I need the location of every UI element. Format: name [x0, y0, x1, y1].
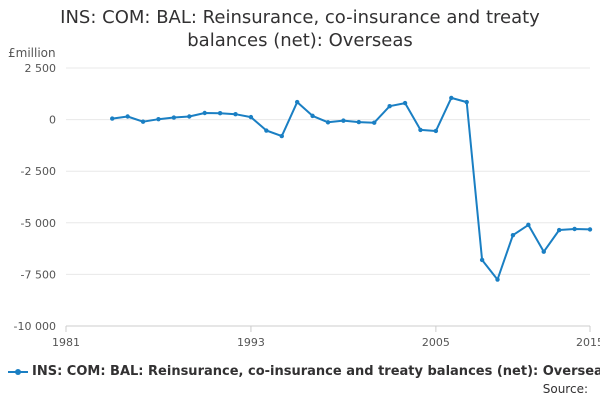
data-point [464, 99, 469, 105]
data-point [402, 100, 408, 106]
data-point [279, 133, 284, 139]
legend[interactable]: INS: COM: BAL: Reinsurance, co-insurance… [8, 364, 600, 379]
legend-label: INS: COM: BAL: Reinsurance, co-insurance… [32, 364, 600, 379]
y-tick-label: -7 500 [21, 268, 56, 281]
data-point [110, 116, 115, 121]
gridlines [66, 67, 590, 327]
y-tick-label: 2 500 [25, 62, 57, 75]
series [110, 95, 593, 282]
data-point [479, 257, 485, 263]
data-point [418, 127, 423, 133]
data-point [233, 112, 238, 117]
series-line [111, 96, 591, 281]
data-point [217, 111, 223, 116]
y-tick-label: -2 500 [21, 165, 56, 178]
x-tick-label: 2015 [576, 336, 600, 349]
chart-title-line-2: balances (net): Overseas [187, 30, 413, 51]
data-point [541, 249, 546, 254]
data-point [587, 227, 593, 232]
chart-title-line-1: INS: COM: BAL: Reinsurance, co-insurance… [60, 7, 540, 28]
data-point [248, 114, 254, 120]
data-point [325, 120, 331, 125]
data-point [156, 116, 161, 122]
data-point [310, 113, 315, 119]
data-point [171, 115, 177, 120]
data-point [264, 128, 269, 133]
axes: 2 500 0 -2 500 -5 000 -7 500 -10 000 £million 1… [8, 46, 600, 349]
x-tick-label: 2005 [422, 336, 450, 349]
data-point [433, 128, 439, 134]
data-point [495, 277, 500, 282]
data-point [449, 95, 454, 101]
data-point [140, 119, 146, 124]
data-point [356, 119, 362, 125]
data-point [526, 222, 531, 228]
y-tick-label: -5 000 [21, 217, 56, 230]
y-tick-label: -10 000 [14, 320, 56, 333]
x-tick-label: 1981 [52, 336, 80, 349]
data-point [556, 227, 562, 233]
data-point [510, 232, 516, 238]
data-point [372, 120, 377, 125]
source-label: Source: [542, 382, 588, 396]
x-tick-label: 1993 [237, 336, 265, 349]
chart-title: INS: COM: BAL: Reinsurance, co-insurance… [0, 6, 600, 52]
data-point [387, 103, 392, 109]
y-axis-label: £million [8, 46, 56, 60]
data-point [125, 114, 130, 119]
data-point [202, 110, 207, 116]
data-point [187, 114, 192, 119]
legend-line-marker-icon [8, 367, 28, 377]
data-point [341, 118, 346, 123]
data-point [294, 99, 300, 105]
data-point [572, 226, 577, 232]
y-tick-label: 0 [49, 114, 56, 127]
